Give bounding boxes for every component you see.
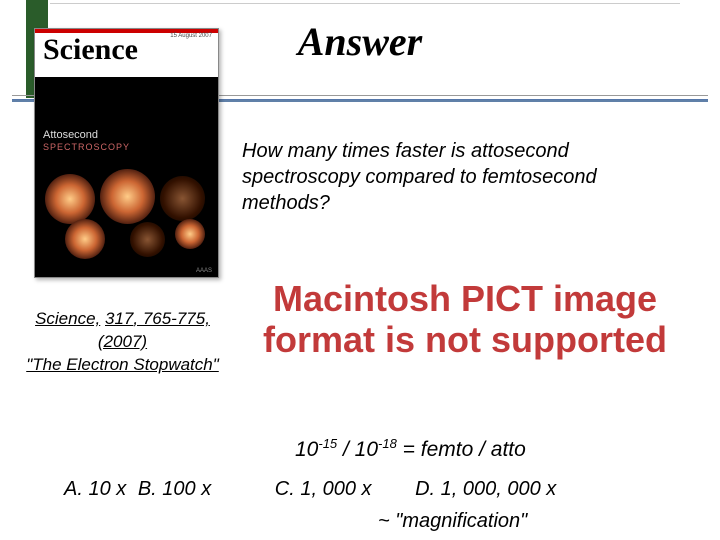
option-d: D. 1, 000, 000 x (415, 478, 556, 501)
eq-slash: / (337, 438, 355, 461)
magazine-cover: Science 15 August 2007 Attosecond SPECTR… (34, 28, 219, 278)
citation-journal: Science, (35, 309, 100, 328)
light-orb (175, 219, 205, 249)
magazine-footer: AAAS (196, 268, 212, 274)
eq-base2: 10 (355, 438, 378, 461)
citation-volume: 317 (105, 309, 133, 328)
option-a: A. 10 x (64, 478, 126, 501)
light-orb (130, 222, 165, 257)
answer-options: A. 10 x B. 100 x C. 1, 000 x D. 1, 000, … (64, 478, 690, 501)
magazine-date: 15 August 2007 (170, 33, 212, 39)
magazine-feature: Attosecond SPECTROSCOPY (43, 129, 130, 153)
light-orb (45, 174, 95, 224)
eq-base1: 10 (295, 438, 318, 461)
citation-article: "The Electron Stopwatch" (26, 355, 219, 374)
pict-error-text: Macintosh PICT image format is not suppo… (235, 278, 695, 361)
top-hairline (50, 3, 680, 4)
magazine-header: Science 15 August 2007 (35, 29, 218, 77)
citation: Science, 317, 765-775, (2007) "The Elect… (10, 308, 235, 377)
citation-pages: , 765-775, (133, 309, 210, 328)
option-c: C. 1, 000 x (275, 478, 372, 501)
equation: 10-15 / 10-18 = femto / atto (295, 436, 526, 462)
eq-rhs: = femto / atto (397, 438, 526, 461)
light-orb (100, 169, 155, 224)
eq-exp1: -15 (318, 436, 337, 451)
citation-year: (2007) (98, 332, 147, 351)
light-orb (160, 176, 205, 221)
light-orb (65, 219, 105, 259)
eq-exp2: -18 (378, 436, 397, 451)
option-b: B. 100 x (138, 478, 211, 501)
magazine-image-area (35, 164, 218, 262)
magazine-feature-line1: Attosecond (43, 129, 130, 142)
magnification-note: ~ "magnification" (378, 510, 527, 533)
question-text: How many times faster is attosecond spec… (242, 138, 672, 216)
magazine-feature-line2: SPECTROSCOPY (43, 142, 130, 153)
